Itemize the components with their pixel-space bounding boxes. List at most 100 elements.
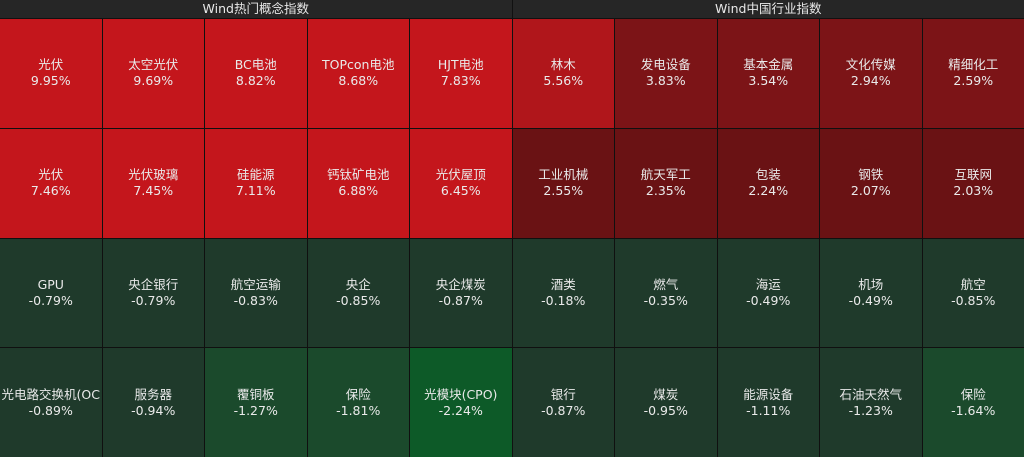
heatmap-tile[interactable]: 石油天然气 -1.23% bbox=[820, 348, 922, 457]
tile-name: 燃气 bbox=[653, 276, 679, 292]
tile-change-percent: 9.69% bbox=[133, 73, 174, 89]
heatmap-tile[interactable]: 航空 -0.85% bbox=[922, 238, 1024, 348]
tile-change-percent: 2.94% bbox=[850, 73, 891, 89]
tile-name: 覆铜板 bbox=[236, 386, 275, 402]
heatmap-tile[interactable]: 服务器 -0.94% bbox=[102, 348, 204, 457]
heatmap-tile[interactable]: 机场 -0.49% bbox=[820, 238, 922, 348]
heatmap-tile[interactable]: 林木 5.56% bbox=[512, 19, 614, 128]
heatmap-tile[interactable]: 光模块(CPO) -2.24% bbox=[410, 348, 512, 457]
tile-change-percent: -1.11% bbox=[746, 402, 791, 418]
heatmap-tile[interactable]: 文化传媒 2.94% bbox=[820, 19, 922, 128]
heatmap-tile[interactable]: 海运 -0.49% bbox=[717, 238, 819, 348]
heatmap-tile[interactable]: 央企 -0.85% bbox=[307, 238, 409, 348]
heatmap-tile[interactable]: 精细化工 2.59% bbox=[922, 19, 1024, 128]
tile-name: 航天军工 bbox=[640, 167, 691, 183]
tile-name: 互联网 bbox=[954, 167, 992, 183]
tile-name: 银行 bbox=[550, 386, 576, 402]
tile-name: BC电池 bbox=[234, 57, 277, 73]
concept-index-title: Wind热门概念指数 bbox=[0, 0, 512, 19]
tile-name: 基本金属 bbox=[743, 57, 794, 73]
tile-name: 石油天然气 bbox=[839, 386, 902, 402]
tile-change-percent: 3.83% bbox=[645, 73, 686, 89]
heatmap-tile[interactable]: 银行 -0.87% bbox=[512, 348, 614, 457]
heatmap-tile[interactable]: 航空运输 -0.83% bbox=[205, 238, 307, 348]
tile-name: 光电路交换机(OC bbox=[1, 386, 100, 402]
concept-index-grid: 光伏 9.95% 太空光伏 9.69% BC电池 8.82% TOPcon电池 8.68% HJ… bbox=[0, 19, 512, 457]
tile-change-percent: 2.59% bbox=[953, 73, 994, 89]
tile-name: 煤炭 bbox=[653, 386, 679, 402]
heatmap-tile[interactable]: GPU -0.79% bbox=[0, 238, 102, 348]
heatmap-tile[interactable]: 钢铁 2.07% bbox=[820, 128, 922, 238]
tile-change-percent: 7.83% bbox=[440, 73, 481, 89]
heatmap-tile[interactable]: 包装 2.24% bbox=[717, 128, 819, 238]
tile-change-percent: -1.81% bbox=[336, 402, 381, 418]
tile-name: 光模块(CPO) bbox=[424, 386, 498, 402]
tile-name: 发电设备 bbox=[640, 57, 691, 73]
heatmap-tile[interactable]: 酒类 -0.18% bbox=[512, 238, 614, 348]
heatmap-tile[interactable]: 光伏屋顶 6.45% bbox=[410, 128, 512, 238]
industry-index-grid: 林木 5.56% 发电设备 3.83% 基本金属 3.54% 文化传媒 2.94% 精细化工 2.… bbox=[512, 19, 1024, 457]
tile-change-percent: -0.94% bbox=[131, 402, 176, 418]
tile-change-percent: -0.79% bbox=[28, 292, 73, 308]
tile-name: 酒类 bbox=[550, 276, 576, 292]
heatmap-tile[interactable]: 保险 -1.64% bbox=[922, 348, 1024, 457]
heatmap-tile[interactable]: 覆铜板 -1.27% bbox=[205, 348, 307, 457]
tile-change-percent: -0.49% bbox=[848, 292, 893, 308]
heatmap-tile[interactable]: 央企煤炭 -0.87% bbox=[410, 238, 512, 348]
tile-name: TOPcon电池 bbox=[322, 57, 395, 73]
tile-change-percent: -0.89% bbox=[28, 402, 73, 418]
heatmap-tile[interactable]: TOPcon电池 8.68% bbox=[307, 19, 409, 128]
tile-name: 文化传媒 bbox=[845, 57, 896, 73]
tile-name: 光伏玻璃 bbox=[128, 167, 179, 183]
heatmap-tile[interactable]: 央企银行 -0.79% bbox=[102, 238, 204, 348]
tile-name: 航空运输 bbox=[230, 276, 281, 292]
tile-name: GPU bbox=[37, 276, 64, 292]
tile-change-percent: 2.03% bbox=[953, 183, 994, 199]
heatmap-tile[interactable]: 燃气 -0.35% bbox=[615, 238, 717, 348]
tile-name: 保险 bbox=[960, 386, 986, 402]
tile-name: HJT电池 bbox=[437, 57, 484, 73]
tile-name: 光伏 bbox=[38, 167, 64, 183]
heatmap-tile[interactable]: 互联网 2.03% bbox=[922, 128, 1024, 238]
heatmap-tile[interactable]: 航天军工 2.35% bbox=[615, 128, 717, 238]
heatmap-tile[interactable]: 硅能源 7.11% bbox=[205, 128, 307, 238]
tile-change-percent: -1.27% bbox=[233, 402, 278, 418]
tile-change-percent: 2.35% bbox=[645, 183, 686, 199]
tile-change-percent: -2.24% bbox=[438, 402, 483, 418]
tile-change-percent: 7.45% bbox=[133, 183, 174, 199]
heatmap-tile[interactable]: 能源设备 -1.11% bbox=[717, 348, 819, 457]
tile-change-percent: 6.88% bbox=[338, 183, 379, 199]
heatmap-tile[interactable]: 光电路交换机(OC -0.89% bbox=[0, 348, 102, 457]
heatmap-tile[interactable]: 光伏 9.95% bbox=[0, 19, 102, 128]
tile-name: 央企煤炭 bbox=[435, 276, 486, 292]
heatmap-tile[interactable]: 太空光伏 9.69% bbox=[102, 19, 204, 128]
tile-change-percent: 8.82% bbox=[235, 73, 276, 89]
heatmap-tile[interactable]: 煤炭 -0.95% bbox=[615, 348, 717, 457]
tile-name: 太空光伏 bbox=[128, 57, 179, 73]
tile-change-percent: -0.95% bbox=[643, 402, 688, 418]
heatmap-tile[interactable]: 保险 -1.81% bbox=[307, 348, 409, 457]
tile-change-percent: 6.45% bbox=[440, 183, 481, 199]
heatmap-tile[interactable]: HJT电池 7.83% bbox=[410, 19, 512, 128]
tile-name: 林木 bbox=[550, 57, 576, 73]
heatmap-tile[interactable]: 工业机械 2.55% bbox=[512, 128, 614, 238]
tile-name: 钙钛矿电池 bbox=[326, 167, 390, 183]
heatmap-tile[interactable]: 光伏 7.46% bbox=[0, 128, 102, 238]
heatmap-tile[interactable]: 基本金属 3.54% bbox=[717, 19, 819, 128]
tile-name: 航空 bbox=[960, 276, 986, 292]
heatmap-tile[interactable]: 钙钛矿电池 6.88% bbox=[307, 128, 409, 238]
industry-index-title: Wind中国行业指数 bbox=[512, 0, 1024, 19]
heatmap-tile[interactable]: 光伏玻璃 7.45% bbox=[102, 128, 204, 238]
tile-change-percent: 7.11% bbox=[235, 183, 276, 199]
tile-change-percent: 3.54% bbox=[748, 73, 789, 89]
tile-name: 服务器 bbox=[134, 386, 172, 402]
tile-change-percent: -0.87% bbox=[541, 402, 586, 418]
heatmap-tile[interactable]: BC电池 8.82% bbox=[205, 19, 307, 128]
heatmap-tile[interactable]: 发电设备 3.83% bbox=[615, 19, 717, 128]
tile-change-percent: -0.49% bbox=[746, 292, 791, 308]
tile-name: 光伏屋顶 bbox=[435, 167, 486, 183]
tile-name: 包装 bbox=[755, 167, 781, 183]
tile-name: 保险 bbox=[345, 386, 371, 402]
concept-index-panel: Wind热门概念指数 光伏 9.95% 太空光伏 9.69% BC电池 8.82% TOPc… bbox=[0, 0, 512, 457]
